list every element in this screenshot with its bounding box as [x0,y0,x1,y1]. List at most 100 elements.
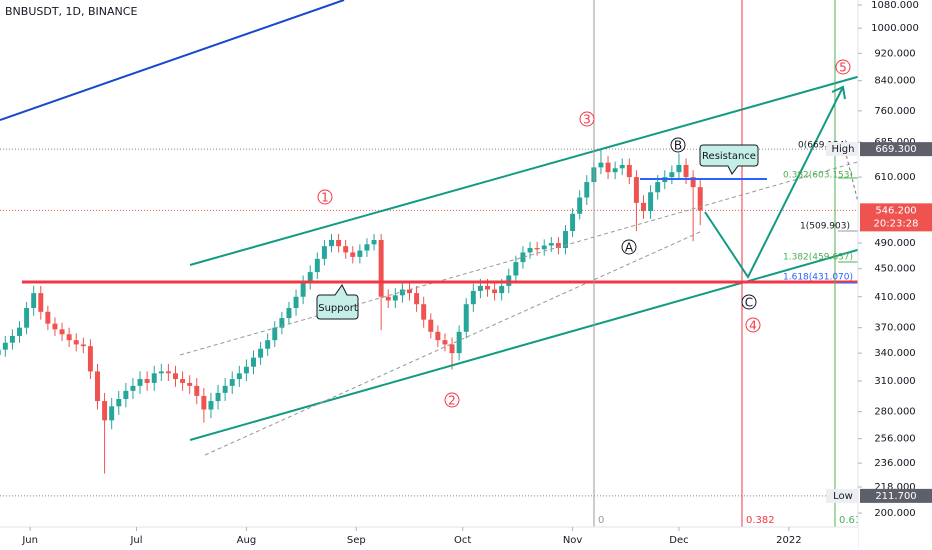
candle-body [208,401,214,410]
callout-text: Support [318,303,358,314]
y-tick-label: 760.000 [874,106,915,117]
candle-body [619,164,625,169]
candle-body [286,307,292,319]
y-tick-label: 1000.000 [871,23,919,34]
time-fib-label: 0.382 [746,515,775,526]
wave-label: 1 [321,191,329,205]
candle-body [2,342,8,350]
y-tick-label: 200.000 [874,508,915,519]
candle-body [385,296,391,301]
candle-body [24,307,30,328]
candle-body [449,344,455,354]
candle-body [59,329,65,335]
candle-body [343,246,349,253]
candle-body [321,246,327,259]
candle-body [272,327,278,341]
candle-body [470,290,476,305]
candle-body [229,379,235,386]
candle-body [130,385,136,391]
price-axis [858,0,932,550]
candle-body [180,379,186,383]
y-tick-label: 450.000 [874,264,915,275]
projection-arrow [704,86,844,279]
candle-body [87,346,93,372]
marker-box [826,488,858,503]
candle-body [697,187,703,211]
time-axis [0,527,858,550]
candle-body [534,248,540,250]
candle-body [80,344,86,347]
candle-body [251,357,256,367]
candle-body [492,289,498,294]
candle-body [187,382,193,386]
candle-body [442,340,448,345]
candle-body [236,373,242,380]
wave-label: A [625,241,634,255]
candle-body [428,319,434,332]
candle-body [265,340,271,349]
candle-body [243,366,249,374]
y-tick-label: 610.000 [874,172,915,183]
wave-label: 2 [448,394,456,408]
candle-body [0,349,1,355]
y-tick-label: 920.000 [874,48,915,59]
candle-body [399,289,405,296]
candle-body [570,213,576,232]
price-label-box [860,488,932,503]
wave-label: 5 [839,61,847,75]
y-tick-label: 310.000 [874,376,915,387]
y-tick-label: 1080.000 [871,0,919,11]
countdown-label: 20:23:28 [874,218,919,229]
callout-text: Resistance [702,151,756,162]
resistance-callout: Resistance [699,144,759,175]
candle-body [641,202,646,212]
candle-body [38,293,44,312]
candle-body [123,390,129,400]
candle-body [329,240,334,247]
y-tick-label: 490.000 [874,238,915,249]
candle-body [584,182,590,198]
fib-label: 1(509.903) [800,222,850,232]
y-tick-label: 236.000 [874,458,915,469]
time-fib-label: 0.618 [839,515,868,526]
candle-body [655,182,661,193]
y-tick-label: 340.000 [874,348,915,359]
candle-body [95,371,100,402]
candle-body [520,252,526,263]
candle-body [414,293,420,305]
candle-body [407,289,412,294]
candle-body [109,406,115,421]
price-label-box [860,142,932,157]
candle-body [485,285,490,290]
candle-body [350,252,356,257]
candle-body [293,296,299,308]
candle-body [541,245,547,250]
wave-label: 4 [749,319,757,333]
y-tick-label: 256.000 [874,434,915,445]
chart-title: BNBUSDT, 1D, BINANCE [5,5,137,18]
candle-body [626,164,632,178]
x-tick-label: 2022 [776,535,801,546]
x-tick-label: Jul [129,535,142,546]
candle-body [258,348,264,358]
candle-body [364,244,370,251]
candle-body [371,240,377,245]
candle-body [158,371,164,374]
candle-body [605,162,611,173]
candle-body [144,379,150,383]
time-fib-label: 0 [598,515,604,526]
candle-body [548,243,554,246]
blue-trend-line [0,0,345,121]
fib-label: 0(669.134) [798,141,848,151]
candle-body [499,285,505,294]
candle-body [456,331,462,354]
fib-label: 1.618(431.070) [783,273,853,283]
wave-labels [317,59,851,408]
x-tick-label: Sep [347,535,366,546]
y-tick-label: 218.000 [874,482,915,493]
candle-body [421,304,427,320]
candle-body [435,331,441,341]
candle-body [222,385,228,393]
candle-body [527,248,533,253]
